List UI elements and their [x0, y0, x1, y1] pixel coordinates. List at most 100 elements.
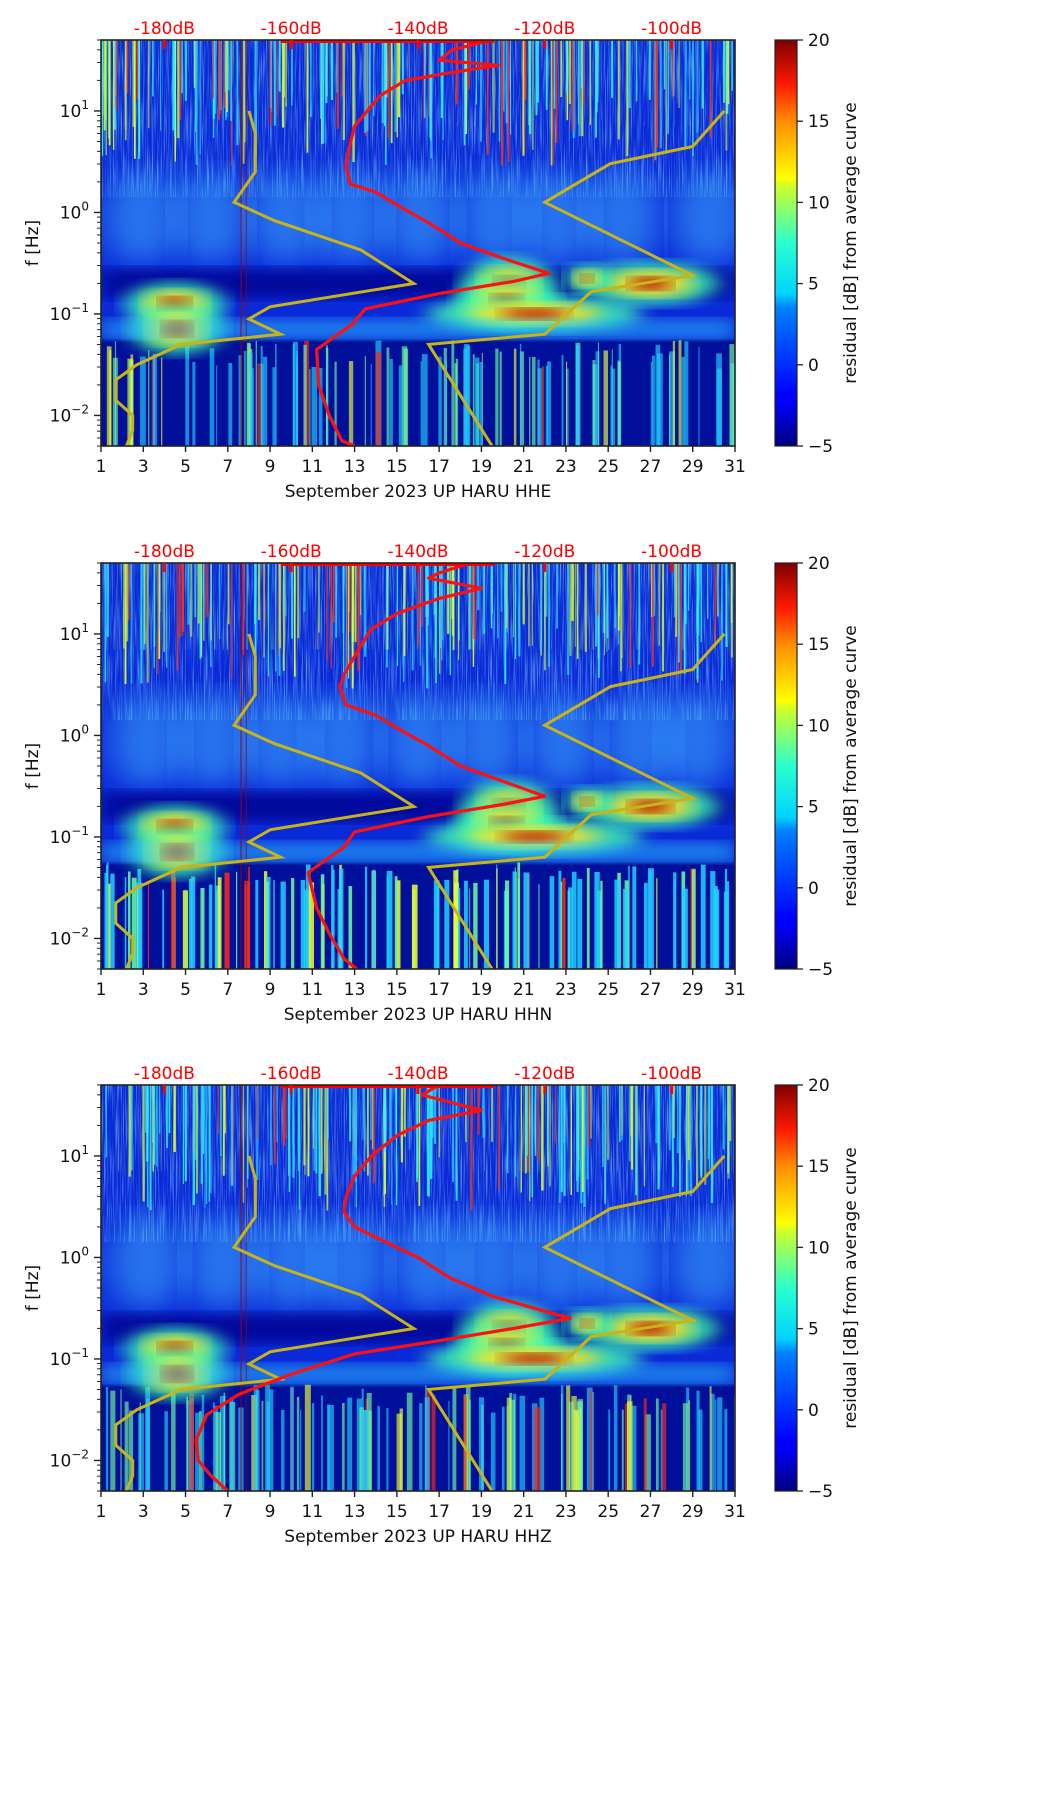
- heatmap-streak: [578, 1085, 580, 1177]
- colorbar-tick-label: 0: [808, 1401, 819, 1421]
- heatmap-lowfreq-band: [519, 1395, 526, 1491]
- heatmap-streak: [297, 563, 300, 639]
- heatmap-streak: [580, 1085, 583, 1204]
- heatmap-streak: [563, 1085, 566, 1143]
- heatmap-streak: [421, 563, 424, 627]
- heatmap-streak: [560, 1085, 563, 1192]
- heatmap-streak: [556, 563, 558, 629]
- heatmap-streak: [364, 40, 367, 133]
- heatmap-streak: [707, 563, 709, 619]
- heatmap-streak: [558, 1085, 561, 1203]
- x-tick-label: 7: [222, 980, 233, 1000]
- heatmap-lowfreq-band: [304, 1384, 311, 1491]
- heatmap-streak: [327, 1085, 329, 1139]
- heatmap-streak: [232, 1085, 234, 1185]
- heatmap-lowfreq-band: [213, 1402, 215, 1491]
- heatmap-streak: [321, 40, 323, 145]
- heatmap-storm-core: [580, 797, 594, 806]
- heatmap-streak: [572, 40, 575, 139]
- heatmap-streak: [506, 563, 508, 633]
- heatmap-lowfreq-band: [436, 885, 440, 969]
- heatmap-streak: [394, 1085, 397, 1140]
- heatmap-streak: [500, 563, 503, 612]
- heatmap-streak: [655, 40, 659, 148]
- heatmap-lowfreq-band: [469, 888, 471, 969]
- heatmap-lowfreq-band: [255, 880, 259, 969]
- heatmap-streak: [662, 563, 665, 672]
- x-tick-label: 13: [344, 1502, 366, 1522]
- heatmap-streak: [178, 563, 182, 638]
- y-tick-label: 10−1: [50, 824, 89, 848]
- heatmap-streak: [701, 40, 704, 109]
- heatmap-lowfreq-band: [199, 1411, 203, 1491]
- heatmap-streak: [332, 563, 335, 623]
- heatmap-lowfreq-band: [611, 349, 613, 446]
- heatmap-lowfreq-band: [682, 1403, 688, 1491]
- heatmap-streak: [463, 40, 466, 146]
- heatmap-lowfreq-band: [421, 354, 428, 446]
- heatmap-streak: [236, 40, 239, 146]
- heatmap-streak: [722, 40, 726, 103]
- heatmap-lowfreq-band: [396, 1413, 402, 1491]
- heatmap-streak: [689, 40, 691, 100]
- heatmap-lowfreq-band: [586, 1387, 593, 1491]
- heatmap-streak: [555, 40, 558, 143]
- heatmap-lowfreq-band: [296, 1396, 300, 1491]
- heatmap-streak: [194, 1085, 197, 1160]
- heatmap-streak: [219, 40, 221, 115]
- x-tick-label: 13: [344, 457, 366, 477]
- heatmap-lowfreq-band: [506, 1397, 512, 1491]
- heatmap-streak: [122, 563, 125, 649]
- heatmap-streak: [687, 1085, 690, 1160]
- heatmap-cyan-band: [101, 1364, 735, 1385]
- heatmap-lowfreq-band: [364, 355, 366, 446]
- heatmap-lowfreq-band: [698, 346, 700, 446]
- heatmap-streak: [438, 563, 441, 674]
- heatmap-streak: [209, 1085, 212, 1193]
- colorbar-tick-label: −5: [808, 1482, 833, 1502]
- x-tick-label: 25: [597, 980, 619, 1000]
- heatmap-streak: [125, 40, 127, 130]
- heatmap-streak: [416, 1085, 418, 1182]
- yellow-curve-left: [114, 110, 418, 446]
- heatmap-streak: [303, 563, 306, 612]
- heatmap-streak: [714, 563, 716, 642]
- heatmap-streak: [306, 40, 309, 153]
- y-axis-label: f [Hz]: [23, 220, 43, 266]
- y-tick-label: 101: [60, 1143, 89, 1167]
- x-tick-label: 19: [471, 457, 493, 477]
- heatmap-streak: [256, 1085, 258, 1139]
- heatmap-microseism-blob: [525, 692, 602, 789]
- heatmap-streak: [396, 40, 398, 138]
- x-tick-label: 27: [640, 1502, 662, 1522]
- heatmap-lowfreq-band: [406, 1392, 413, 1491]
- heatmap-streak: [152, 1085, 154, 1172]
- heatmap-streak: [193, 40, 196, 89]
- heatmap-lowfreq-band: [657, 353, 663, 446]
- heatmap-lowfreq-band: [153, 353, 155, 446]
- heatmap-lowfreq-band: [249, 352, 253, 446]
- heatmap-lowfreq-band: [215, 1412, 222, 1491]
- heatmap-streak: [312, 1085, 315, 1149]
- heatmap-microseism-blob: [584, 169, 661, 266]
- heatmap-streak: [137, 40, 141, 160]
- x-tick-label: 11: [302, 1502, 324, 1522]
- heatmap-lowfreq-band: [311, 367, 318, 446]
- heatmap-streak: [342, 563, 345, 634]
- x-tick-label: 23: [555, 980, 577, 1000]
- colorbar-label: residual [dB] from average curve: [841, 102, 861, 383]
- heatmap-lowfreq-band: [195, 1412, 200, 1491]
- x-tick-label: 9: [265, 457, 276, 477]
- heatmap-streak: [709, 40, 712, 138]
- heatmap-streak: [550, 40, 553, 166]
- heatmap-lowfreq-band: [209, 348, 215, 446]
- heatmap-streak: [470, 1085, 473, 1211]
- x-tick-label: 11: [302, 457, 324, 477]
- heatmap-microseism-blob: [457, 169, 534, 266]
- heatmap-streak: [168, 1085, 171, 1134]
- heatmap-streak: [730, 563, 733, 658]
- x-tick-label: 17: [428, 980, 450, 1000]
- heatmap-streak: [276, 40, 278, 117]
- x-tick-label: 15: [386, 457, 408, 477]
- heatmap-streak: [567, 563, 570, 675]
